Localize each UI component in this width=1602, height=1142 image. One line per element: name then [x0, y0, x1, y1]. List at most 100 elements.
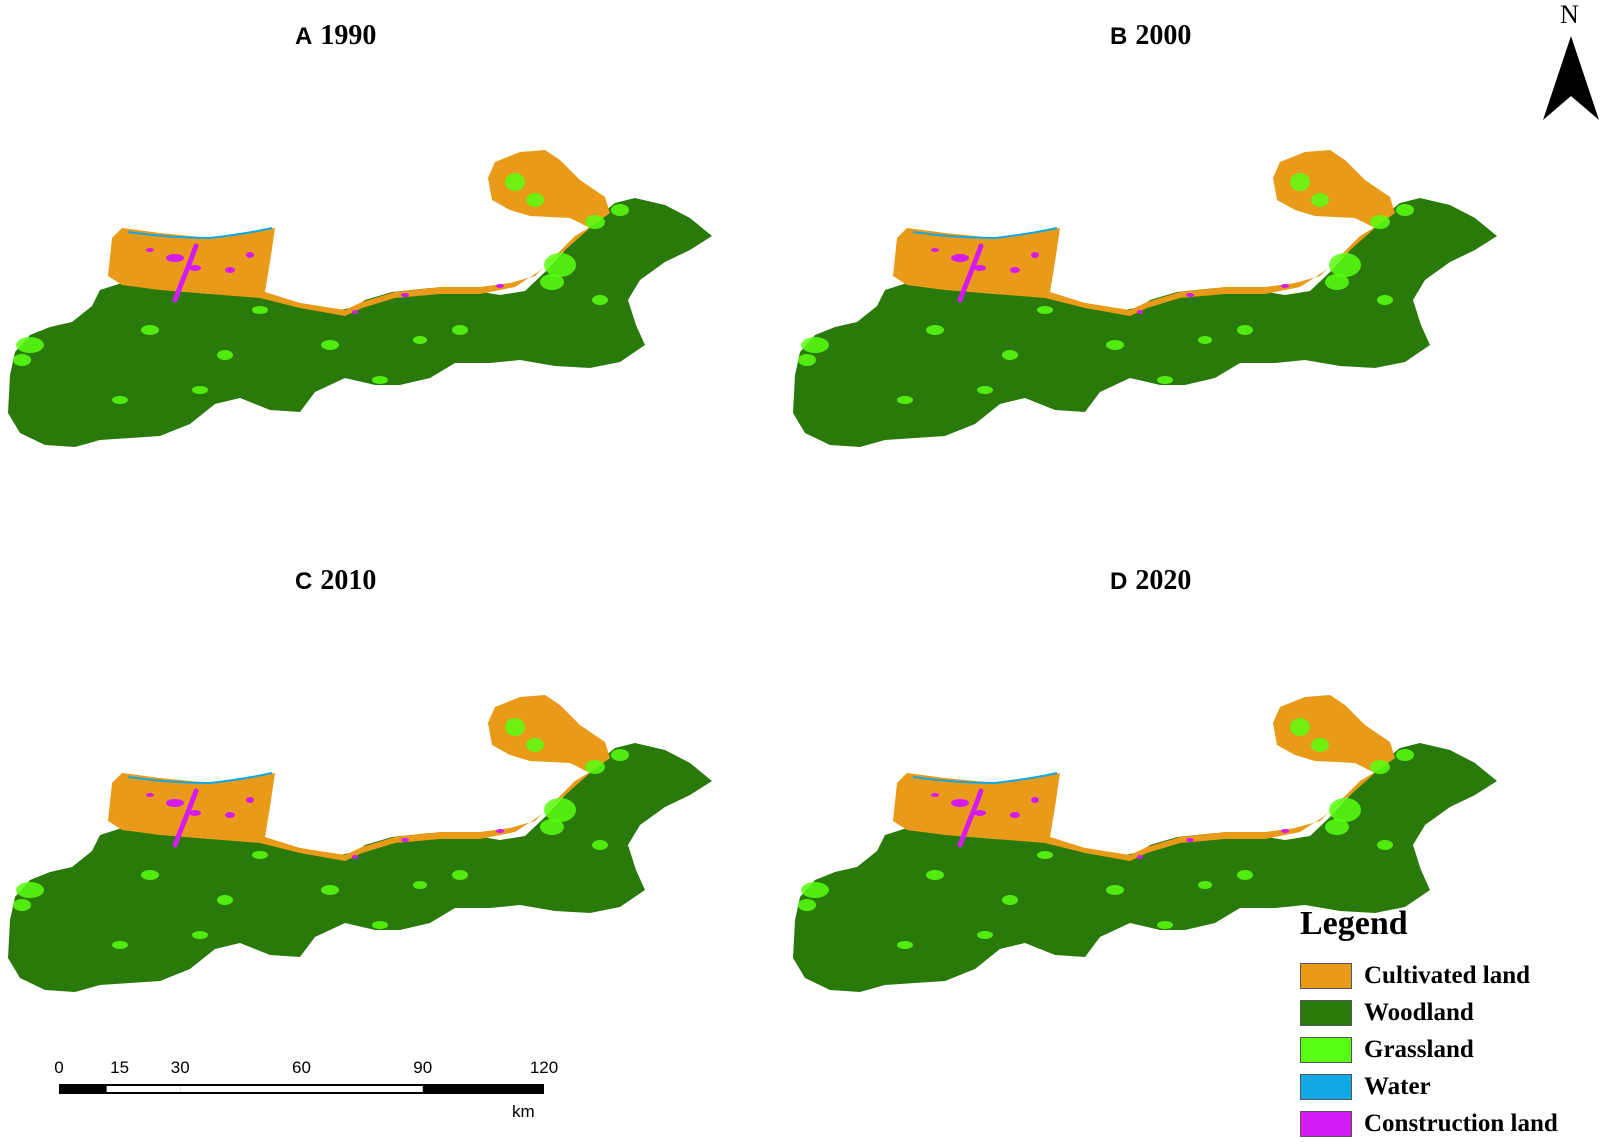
construction-patch — [146, 248, 154, 252]
grassland-patch — [1037, 306, 1053, 314]
construction-patch — [189, 265, 201, 271]
scale-bar-segment — [301, 1086, 423, 1092]
grassland-patch — [1311, 193, 1329, 207]
grassland-patch — [1106, 885, 1124, 895]
panel-letter: D — [1110, 568, 1128, 595]
construction-patch — [1031, 797, 1039, 803]
grassland-patch — [592, 840, 608, 850]
grassland-patch — [112, 396, 128, 404]
map-panel-b: B 2000 — [785, 0, 1545, 520]
panel-title: D 2020 — [1110, 565, 1191, 597]
construction-patch — [352, 855, 358, 859]
construction-patch — [146, 793, 154, 797]
legend-swatch — [1300, 1073, 1352, 1100]
grassland-patch — [372, 376, 388, 384]
north-arrow: N — [1540, 0, 1602, 130]
grassland-patch — [321, 885, 339, 895]
map-panel-a: A 1990 — [0, 0, 760, 520]
construction-strip — [172, 788, 199, 848]
grassland-patch — [217, 895, 233, 905]
legend-label: Water — [1364, 1072, 1431, 1100]
grassland-patch — [372, 921, 388, 929]
construction-patch — [931, 248, 939, 252]
grassland-patch — [1290, 718, 1310, 736]
grassland-patch — [252, 306, 268, 314]
panel-year: 2020 — [1135, 565, 1192, 596]
construction-patch — [496, 284, 504, 288]
construction-patch — [189, 810, 201, 816]
panel-title: B 2000 — [1110, 20, 1191, 52]
grassland-patch — [592, 295, 608, 305]
construction-patch — [166, 254, 184, 262]
grassland-patch — [544, 798, 576, 822]
scale-bar-segment — [106, 1086, 181, 1092]
grassland-patch — [1157, 921, 1173, 929]
land-use-map-1990 — [8, 150, 712, 447]
cultivated-region — [893, 695, 1395, 861]
construction-patch — [974, 265, 986, 271]
grassland-patch — [1370, 760, 1390, 774]
legend-label: Construction land — [1364, 1109, 1558, 1137]
legend-swatch — [1300, 999, 1352, 1026]
grassland-patch — [1157, 376, 1173, 384]
grassland-patch — [413, 336, 427, 344]
construction-patch — [225, 267, 235, 273]
grassland-patch — [1396, 749, 1414, 761]
river-line — [912, 227, 1058, 240]
panel-title: C 2010 — [295, 565, 376, 597]
grassland-patch — [13, 354, 31, 366]
grassland-patch — [252, 851, 268, 859]
grassland-patch — [1237, 325, 1253, 335]
grassland-patch — [540, 819, 564, 835]
grassland-patch — [413, 881, 427, 889]
grassland-patch — [16, 882, 44, 898]
scale-bar-graphic — [59, 1084, 544, 1094]
scale-unit: km — [512, 1102, 535, 1121]
grassland-patch — [217, 350, 233, 360]
grassland-patch — [585, 760, 605, 774]
scale-bar-segment — [180, 1086, 302, 1092]
panel-letter: B — [1110, 23, 1128, 50]
legend-item-construction-land: Construction land — [1300, 1105, 1600, 1142]
grassland-patch — [505, 718, 525, 736]
river-line — [127, 772, 273, 785]
legend-item-water: Water — [1300, 1068, 1600, 1105]
grassland-patch — [1198, 881, 1212, 889]
construction-strip — [172, 243, 199, 303]
construction-patch — [401, 838, 409, 842]
grassland-patch — [192, 931, 208, 939]
land-use-map-2020 — [793, 695, 1497, 992]
woodland-region — [793, 743, 1497, 992]
scale-tick-label: 0 — [54, 1058, 64, 1077]
grassland-patch — [544, 253, 576, 277]
scale-tick-label: 60 — [292, 1058, 311, 1077]
grassland-patch — [13, 899, 31, 911]
scale-tick-label: 120 — [529, 1058, 559, 1077]
construction-patch — [1281, 284, 1289, 288]
grassland-patch — [452, 870, 468, 880]
construction-patch — [1186, 293, 1194, 297]
construction-patch — [166, 799, 184, 807]
woodland-region — [8, 198, 712, 447]
grassland-patch — [1002, 895, 1018, 905]
construction-patch — [1281, 829, 1289, 833]
construction-patch — [951, 254, 969, 262]
cultivated-region — [893, 150, 1395, 316]
legend-item-grassland: Grassland — [1300, 1031, 1600, 1068]
grassland-patch — [112, 941, 128, 949]
cultivated-region — [108, 695, 610, 861]
grassland-patch — [526, 193, 544, 207]
land-use-map-2000 — [793, 150, 1497, 447]
grassland-patch — [801, 882, 829, 898]
grassland-patch — [1002, 350, 1018, 360]
construction-patch — [1137, 855, 1143, 859]
grassland-patch — [141, 870, 159, 880]
grassland-patch — [585, 215, 605, 229]
construction-patch — [496, 829, 504, 833]
grassland-patch — [1370, 215, 1390, 229]
grassland-patch — [798, 899, 816, 911]
panel-year: 2010 — [320, 565, 377, 596]
river-line — [127, 227, 273, 240]
grassland-patch — [540, 274, 564, 290]
grassland-patch — [192, 386, 208, 394]
